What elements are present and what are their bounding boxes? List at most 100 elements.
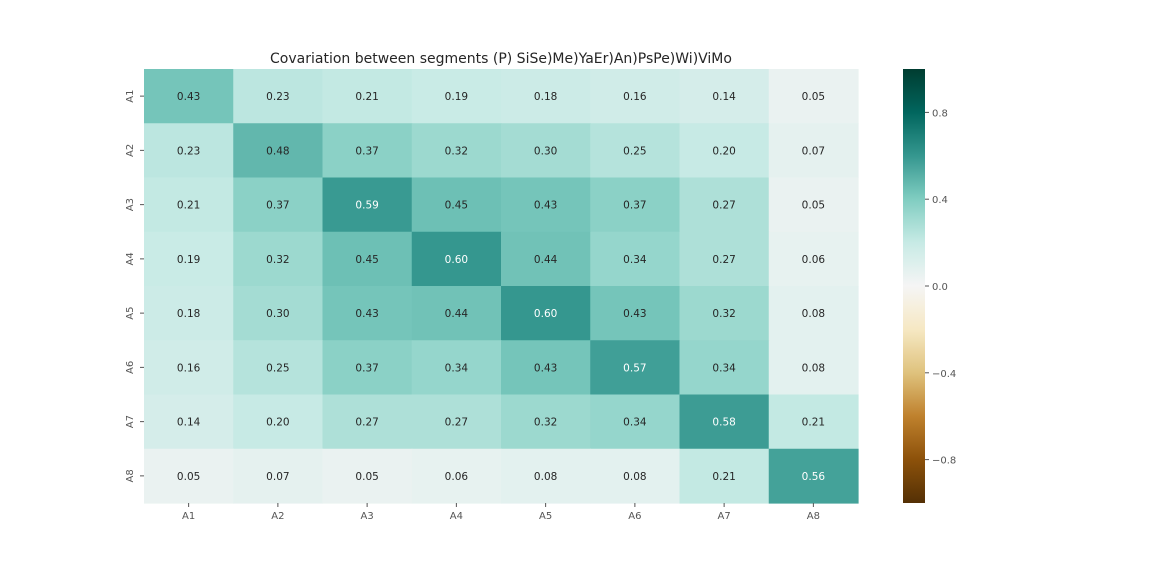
heatmap-cell: [768, 231, 859, 287]
cell-value-label: 0.43: [623, 308, 646, 320]
heatmap-cell: [501, 340, 591, 396]
cell-value-labels: 0.43 0.23 0.21 0.19 0.18 0.16 0.14 0.05 0.23 0.48…: [177, 91, 825, 483]
cell-value-label: 0.16: [623, 91, 647, 103]
heatmap-cell: [322, 69, 413, 124]
x-tick-label: A2: [271, 511, 284, 522]
heatmap-cell: [679, 123, 770, 179]
heatmap-cell: [590, 394, 681, 450]
heatmap-cell: [233, 69, 324, 124]
y-tick-label: A3: [125, 198, 136, 211]
heatmap-cell: [411, 123, 502, 179]
x-tick-label: A3: [361, 511, 374, 522]
heatmap-cell: [411, 448, 502, 504]
heatmap-cell: [590, 123, 681, 179]
y-tick-label: A6: [125, 361, 136, 374]
heatmap-cell: [322, 123, 413, 179]
cell-value-label: 0.19: [445, 91, 468, 103]
heatmap-cell: [768, 448, 859, 504]
colorbar-tick-label: 0.8: [932, 108, 948, 119]
cell-value-label: 0.21: [177, 200, 200, 212]
cell-value-label: 0.34: [623, 417, 647, 429]
heatmap-cell: [233, 123, 324, 179]
heatmap-cell: [144, 69, 234, 124]
cell-value-label: 0.43: [177, 91, 200, 103]
heatmap-cell: [501, 394, 591, 450]
y-tick-label: A4: [125, 252, 136, 265]
heatmap-cell: [144, 123, 234, 179]
heatmap-cell: [411, 286, 502, 341]
cell-value-label: 0.27: [355, 417, 378, 429]
cell-value-label: 0.23: [177, 145, 200, 157]
heatmap-cell: [411, 231, 502, 287]
cell-value-label: 0.05: [177, 471, 200, 483]
heatmap-cell: [501, 123, 591, 179]
heatmap-cell: [233, 340, 324, 396]
heatmap-cell: [679, 448, 770, 504]
heatmap-cell: [501, 448, 591, 504]
cell-value-label: 0.34: [445, 362, 469, 374]
heatmap-cell: [411, 69, 502, 124]
heatmap-cell: [233, 231, 324, 287]
cell-value-label: 0.19: [177, 254, 200, 266]
colorbar-tick-label: −0.8: [932, 456, 956, 467]
heatmap-cell: [679, 177, 770, 233]
x-tick-label: A5: [539, 511, 552, 522]
cell-value-label: 0.60: [445, 254, 468, 266]
y-tick-label: A7: [125, 415, 136, 428]
heatmap-cell: [411, 177, 502, 233]
cell-value-label: 0.08: [802, 308, 825, 320]
cell-value-label: 0.14: [177, 417, 201, 429]
cell-value-label: 0.23: [266, 91, 289, 103]
colorbar-tick-label: −0.4: [932, 369, 956, 380]
cell-value-label: 0.07: [266, 471, 289, 483]
cell-value-label: 0.30: [534, 145, 557, 157]
cell-value-label: 0.43: [355, 308, 378, 320]
heatmap-cell: [590, 69, 681, 124]
cell-value-label: 0.37: [623, 200, 646, 212]
cell-value-label: 0.37: [266, 200, 289, 212]
heatmap-cell: [768, 340, 859, 396]
heatmap-cell: [679, 69, 770, 124]
cell-value-label: 0.20: [266, 417, 289, 429]
heatmap-cell: [501, 286, 591, 341]
cell-value-label: 0.48: [266, 145, 289, 157]
heatmap-cell: [590, 340, 681, 396]
cell-value-label: 0.14: [712, 91, 736, 103]
heatmap-cell: [768, 123, 859, 179]
cell-value-label: 0.05: [802, 91, 825, 103]
y-tick-label: A1: [125, 90, 136, 103]
cell-value-label: 0.59: [355, 200, 378, 212]
cell-value-label: 0.27: [712, 200, 735, 212]
heatmap-cell: [233, 177, 324, 233]
cell-value-label: 0.44: [445, 308, 469, 320]
cell-value-label: 0.56: [802, 471, 826, 483]
heatmap-cell: [144, 286, 234, 341]
heatmap-cells: [144, 69, 859, 504]
cell-value-label: 0.44: [534, 254, 558, 266]
chart-title: Covariation between segments (P) SiSe)Me…: [270, 51, 732, 67]
heatmap-cell: [768, 394, 859, 450]
cell-value-label: 0.57: [623, 362, 646, 374]
heatmap-cell: [144, 231, 234, 287]
cell-value-label: 0.30: [266, 308, 289, 320]
heatmap-cell: [501, 231, 591, 287]
cell-value-label: 0.34: [623, 254, 647, 266]
cell-value-label: 0.34: [712, 362, 736, 374]
heatmap-cell: [144, 394, 234, 450]
x-tick-label: A4: [450, 511, 463, 522]
heatmap-cell: [590, 231, 681, 287]
x-axis: A1 A2 A3 A4 A5 A6 A7 A8: [182, 503, 820, 522]
heatmap-cell: [768, 69, 859, 124]
heatmap-cell: [322, 394, 413, 450]
cell-value-label: 0.16: [177, 362, 201, 374]
heatmap-cell: [679, 340, 770, 396]
cell-value-label: 0.06: [802, 254, 826, 266]
heatmap-cell: [679, 231, 770, 287]
heatmap-cell: [501, 177, 591, 233]
heatmap-cell: [322, 231, 413, 287]
heatmap-cell: [144, 448, 234, 504]
cell-value-label: 0.32: [712, 308, 735, 320]
cell-value-label: 0.27: [445, 417, 468, 429]
heatmap-cell: [768, 286, 859, 341]
